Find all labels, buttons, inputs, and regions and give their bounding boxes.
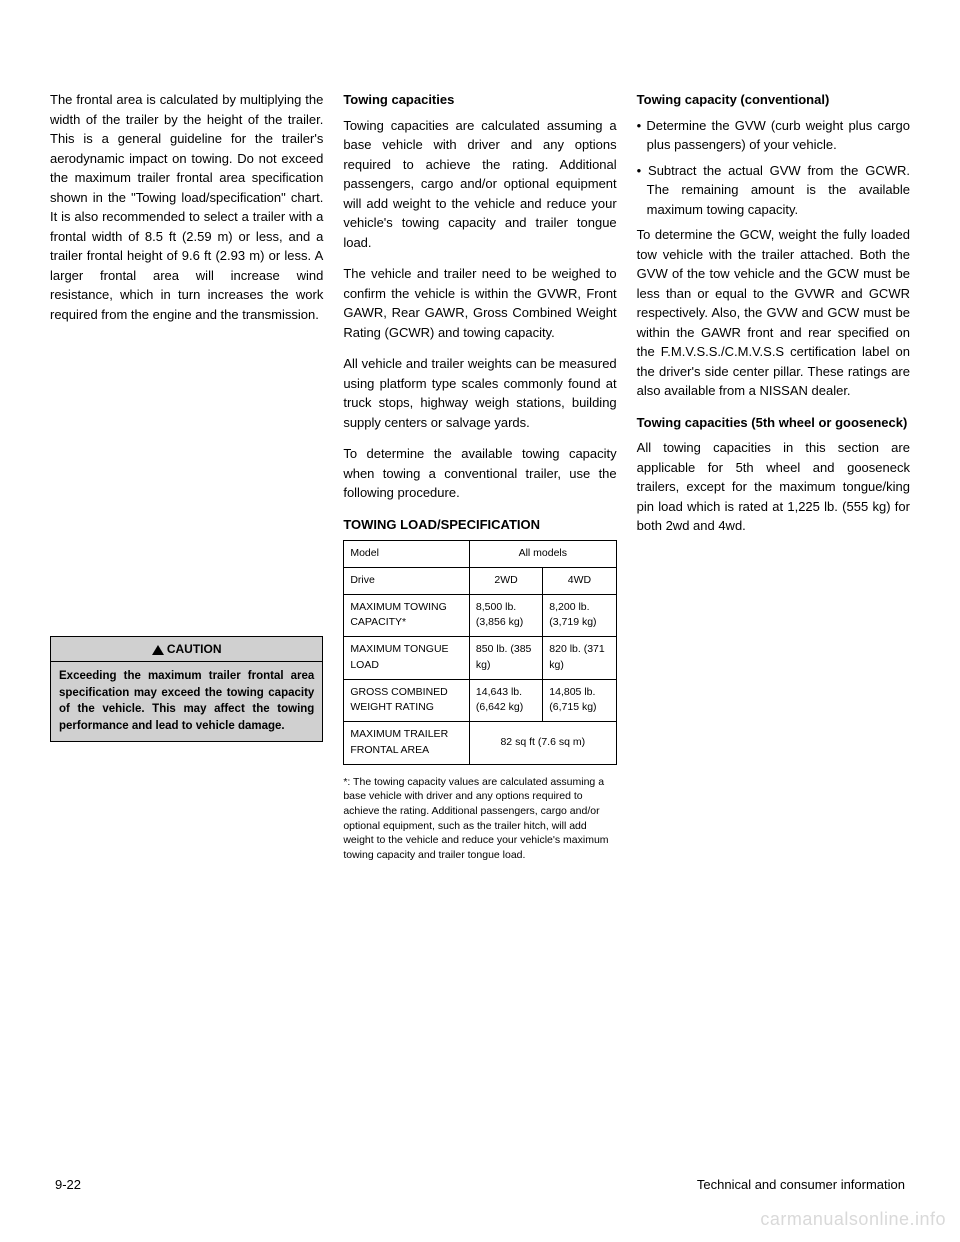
page-number: 9-22: [55, 1177, 81, 1192]
warning-triangle-icon: [152, 645, 164, 655]
cell-label: Model: [344, 541, 470, 568]
cell-value: 2WD: [469, 567, 542, 594]
cell-value: 820 lb. (371 kg): [543, 637, 616, 680]
towing-para-2: The vehicle and trailer need to be weigh…: [343, 264, 616, 342]
towing-para-4: To determine the available towing capaci…: [343, 444, 616, 503]
table-row: MAXIMUM TRAILER FRONTAL AREA 82 sq ft (7…: [344, 722, 616, 765]
cell-value: 8,200 lb. (3,719 kg): [543, 594, 616, 637]
cell-value: All models: [469, 541, 616, 568]
caution-body: Exceeding the maximum trailer frontal ar…: [51, 662, 322, 741]
cell-label: Drive: [344, 567, 470, 594]
table-footnote: *: The towing capacity values are calcul…: [343, 775, 616, 863]
cell-value: 4WD: [543, 567, 616, 594]
table-row: MAXIMUM TONGUE LOAD 850 lb. (385 kg) 820…: [344, 637, 616, 680]
spec-table: Model All models Drive 2WD 4WD MAXIMUM T…: [343, 540, 616, 765]
cell-label: MAXIMUM TOWING CAPACITY*: [344, 594, 470, 637]
spacer: [50, 340, 323, 620]
bullet-2: • Subtract the actual GVW from the GCWR.…: [637, 161, 910, 220]
caution-box: CAUTION Exceeding the maximum trailer fr…: [50, 636, 323, 742]
cell-value: 82 sq ft (7.6 sq m): [469, 722, 616, 765]
spec-chart-heading: TOWING LOAD/SPECIFICATION: [343, 515, 616, 535]
cell-value: 14,805 lb. (6,715 kg): [543, 679, 616, 722]
cell-label: MAXIMUM TONGUE LOAD: [344, 637, 470, 680]
watermark: carmanualsonline.info: [760, 1209, 946, 1230]
table-row: MAXIMUM TOWING CAPACITY* 8,500 lb. (3,85…: [344, 594, 616, 637]
table-row: Model All models: [344, 541, 616, 568]
table-row: GROSS COMBINED WEIGHT RATING 14,643 lb. …: [344, 679, 616, 722]
cell-label: MAXIMUM TRAILER FRONTAL AREA: [344, 722, 470, 765]
table-row: Drive 2WD 4WD: [344, 567, 616, 594]
towing-5thwheel-heading: Towing capacities (5th wheel or goosenec…: [637, 413, 910, 433]
caution-header: CAUTION: [51, 637, 322, 662]
frontal-area-paragraph: The frontal area is calculated by multip…: [50, 90, 323, 324]
cell-value: 14,643 lb. (6,642 kg): [469, 679, 542, 722]
bullet-1: • Determine the GVW (curb weight plus ca…: [637, 116, 910, 155]
towing-para-3: All vehicle and trailer weights can be m…: [343, 354, 616, 432]
cell-label: GROSS COMBINED WEIGHT RATING: [344, 679, 470, 722]
towing-capacities-heading: Towing capacities: [343, 90, 616, 110]
towing-conventional-heading: Towing capacity (conventional): [637, 90, 910, 110]
section-title: Technical and consumer information: [697, 1177, 905, 1192]
cell-value: 850 lb. (385 kg): [469, 637, 542, 680]
right-para-2: All towing capacities in this section ar…: [637, 438, 910, 536]
cell-value: 8,500 lb. (3,856 kg): [469, 594, 542, 637]
page-footer: 9-22 Technical and consumer information: [0, 1177, 960, 1192]
right-para-1: To determine the GCW, weight the fully l…: [637, 225, 910, 401]
caution-label: CAUTION: [167, 642, 222, 656]
towing-para-1: Towing capacities are calculated assumin…: [343, 116, 616, 253]
